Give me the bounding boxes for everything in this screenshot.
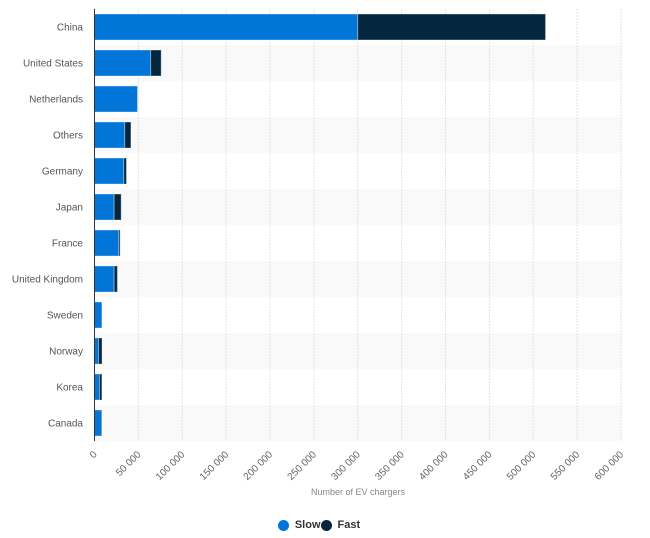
x-tick-label: 400 000 [417,449,451,483]
category-label: United Kingdom [12,275,83,286]
category-label: Netherlands [29,95,83,106]
bar-slow [94,49,152,77]
bar-fast [123,157,127,185]
category-label: France [52,239,84,250]
category-label: United States [23,59,83,70]
x-tick-label: 200 000 [242,449,276,483]
x-tick-label: 550 000 [549,449,583,483]
category-label: Norway [49,347,83,358]
bar-slow [94,337,100,365]
category-label: Japan [56,203,83,214]
legend-item-fast[interactable]: Fast [320,519,361,531]
category-label: Canada [48,419,83,430]
x-tick-label: 450 000 [461,449,495,483]
x-tick-label: 0 [88,449,100,461]
legend-dot-fast [320,519,332,531]
bar-fast [98,337,103,365]
bar-fast [113,193,122,221]
category-label: Germany [42,167,83,178]
bar-slow [94,121,126,149]
x-tick-label: 500 000 [505,449,539,483]
bar-fast [99,373,103,401]
bar-fast [150,49,162,77]
bar-slow [94,373,101,401]
bar-fast [124,121,132,149]
x-tick-label: 600 000 [593,449,627,483]
x-tick-label: 250 000 [286,449,320,483]
bar-slow [94,409,103,437]
x-tick-label: 50 000 [114,449,144,479]
x-tick-label: 100 000 [154,449,188,483]
bar-fast [357,13,547,41]
category-label: Sweden [47,311,83,322]
legend-label-slow: Slow [294,519,321,531]
x-tick-label: 150 000 [198,449,232,483]
bar-slow [94,265,115,293]
bar-slow [94,157,125,185]
category-label: Others [53,131,83,142]
bar-slow [94,13,359,41]
bar-chart: 0 50 000 100 000 150 000 200 000 250 000 300 0… [12,9,627,497]
x-tick-label: 350 000 [373,449,407,483]
legend-label-fast: Fast [337,519,361,531]
bar-slow [94,85,138,113]
legend-dot-slow [277,519,289,531]
legend-item-slow[interactable]: Slow [277,519,321,531]
x-axis-title: Number of EV chargers [311,487,406,497]
category-label: China [57,23,84,34]
bar-slow [94,301,103,329]
category-label: Korea [56,383,83,394]
bar-slow [94,229,120,257]
bar-fast [118,229,121,257]
bar-slow [94,193,115,221]
bar-fast [113,265,118,293]
x-tick-label: 300 000 [330,449,364,483]
legend: Slow Fast [0,519,650,531]
